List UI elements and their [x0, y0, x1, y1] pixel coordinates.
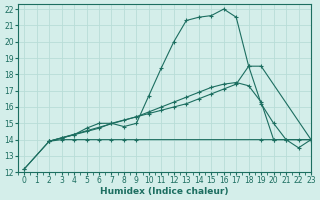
X-axis label: Humidex (Indice chaleur): Humidex (Indice chaleur) — [100, 187, 229, 196]
